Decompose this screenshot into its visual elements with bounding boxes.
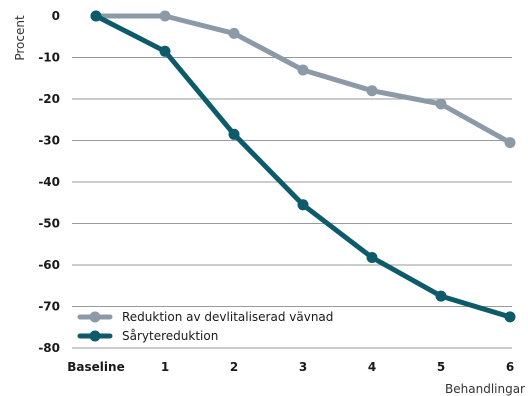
- series-1: [90, 10, 516, 149]
- data-point: [90, 10, 102, 22]
- data-point: [159, 45, 171, 57]
- legend-item: Sårytereduktion: [77, 329, 218, 343]
- x-axis-label: Behandlingar: [445, 382, 525, 396]
- y-axis-ticks: 0 -10 -20 -30 -40 -50 -60 -70 -80: [38, 9, 60, 355]
- y-tick-label: 0: [52, 9, 60, 23]
- series-line: [93, 13, 513, 320]
- x-tick-label: 6: [506, 360, 514, 374]
- y-tick-label: -60: [38, 258, 60, 272]
- y-tick-label: -40: [38, 175, 60, 189]
- y-tick-label: -20: [38, 92, 60, 106]
- x-tick-label: 1: [161, 360, 169, 374]
- data-point: [159, 10, 171, 22]
- y-tick-label: -80: [38, 341, 60, 355]
- x-tick-label: Baseline: [67, 360, 124, 374]
- data-point: [297, 199, 309, 211]
- data-point: [435, 98, 447, 110]
- y-tick-label: -50: [38, 217, 60, 231]
- data-point: [297, 64, 309, 76]
- legend: Reduktion av devlitaliserad vävnad Såryte…: [77, 310, 333, 343]
- legend-swatch-marker: [89, 311, 101, 323]
- series-line: [93, 13, 513, 146]
- data-point: [366, 85, 378, 97]
- series-2: [90, 10, 516, 323]
- data-point: [435, 290, 447, 302]
- legend-label: Sårytereduktion: [122, 329, 218, 343]
- series: [90, 10, 516, 323]
- x-axis-ticks: Baseline 1 2 3 4 5 6: [67, 360, 514, 374]
- legend-swatch-marker: [89, 330, 101, 342]
- y-tick-label: -70: [38, 300, 60, 314]
- data-point: [228, 128, 240, 140]
- x-tick-label: 5: [437, 360, 445, 374]
- legend-label: Reduktion av devlitaliserad vävnad: [122, 310, 333, 324]
- grid: [72, 57, 512, 349]
- data-point: [228, 27, 240, 39]
- x-tick-label: 2: [230, 360, 238, 374]
- data-point: [504, 311, 516, 323]
- y-axis-label: Procent: [13, 15, 27, 61]
- y-tick-label: -30: [38, 134, 60, 148]
- x-tick-label: 4: [368, 360, 376, 374]
- x-tick-label: 3: [299, 360, 307, 374]
- data-point: [504, 137, 516, 149]
- y-tick-label: -10: [38, 51, 60, 65]
- legend-item: Reduktion av devlitaliserad vävnad: [77, 310, 333, 324]
- data-point: [366, 252, 378, 263]
